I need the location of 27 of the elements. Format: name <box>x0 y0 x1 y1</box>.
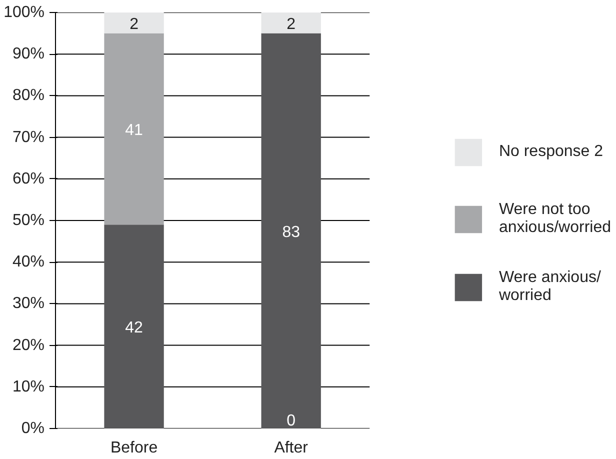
legend-label: No response 2 <box>498 143 603 161</box>
annotation: 0 <box>286 412 296 430</box>
bar <box>261 33 321 428</box>
y-tick-label: 90% <box>12 46 45 63</box>
x-tick-label: After <box>274 440 309 456</box>
y-tick-label: 60% <box>12 170 45 188</box>
y-tick-label: 40% <box>12 254 45 271</box>
bar <box>104 12 164 34</box>
y-tick-label: 0% <box>21 420 44 437</box>
y-tick-label: 20% <box>12 336 45 354</box>
bar <box>104 33 164 225</box>
annotation: 83 <box>282 224 300 241</box>
annotation: 42 <box>125 320 144 337</box>
annotation: 2 <box>286 16 296 33</box>
annotation: 2 <box>130 16 139 33</box>
bar <box>104 224 164 428</box>
y-tick-label: 50% <box>12 212 45 229</box>
x-tick-label: Before <box>110 440 158 456</box>
y-tick-label: 30% <box>12 295 45 312</box>
y-tick-label: 10% <box>12 378 45 396</box>
annotation: 41 <box>125 122 144 139</box>
y-tick-label: 100% <box>4 4 44 21</box>
legend-label: Were not too anxious/worried <box>498 201 611 237</box>
bar <box>261 12 321 34</box>
y-tick-label: 70% <box>12 128 45 146</box>
y-tick-label: 80% <box>12 87 45 104</box>
legend-label: Were anxious/ worried <box>498 269 601 305</box>
